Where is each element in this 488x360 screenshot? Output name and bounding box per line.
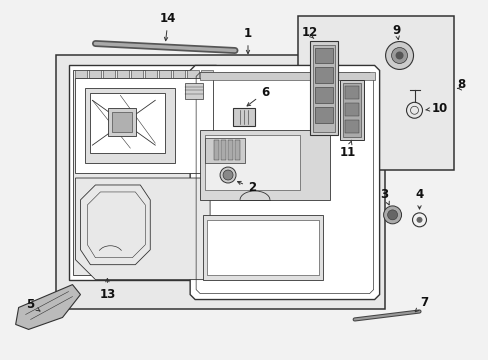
Bar bbox=[344, 86, 358, 99]
Bar bbox=[90, 93, 165, 153]
Circle shape bbox=[395, 51, 403, 59]
Text: 10: 10 bbox=[425, 102, 447, 115]
Bar bbox=[131, 71, 143, 78]
Bar bbox=[297, 15, 453, 170]
Bar bbox=[203, 215, 322, 280]
Text: 2: 2 bbox=[237, 181, 256, 194]
Text: 13: 13 bbox=[99, 279, 115, 301]
Bar bbox=[103, 71, 115, 78]
Bar bbox=[145, 71, 157, 78]
Bar bbox=[314, 67, 332, 84]
Text: 5: 5 bbox=[26, 298, 40, 311]
Circle shape bbox=[383, 206, 401, 224]
Bar bbox=[235, 140, 240, 160]
Polygon shape bbox=[190, 66, 379, 300]
Circle shape bbox=[385, 41, 413, 69]
Bar bbox=[173, 71, 185, 78]
Bar bbox=[204, 135, 299, 190]
Bar bbox=[344, 103, 358, 116]
Bar bbox=[73, 71, 211, 275]
Circle shape bbox=[387, 210, 397, 220]
Bar bbox=[314, 48, 332, 63]
Bar bbox=[314, 87, 332, 103]
Bar bbox=[201, 71, 213, 78]
Bar bbox=[344, 120, 358, 133]
Bar bbox=[187, 71, 199, 78]
Bar bbox=[312, 45, 334, 132]
Circle shape bbox=[223, 170, 233, 180]
Bar bbox=[200, 72, 374, 80]
Bar bbox=[85, 88, 175, 163]
Bar bbox=[342, 84, 360, 137]
Bar bbox=[339, 80, 363, 140]
Bar bbox=[185, 84, 203, 99]
Text: 6: 6 bbox=[246, 86, 268, 106]
Bar bbox=[204, 138, 244, 163]
Bar bbox=[159, 71, 171, 78]
Bar bbox=[200, 130, 329, 200]
Bar bbox=[75, 78, 213, 173]
Text: 11: 11 bbox=[339, 140, 355, 159]
Circle shape bbox=[416, 217, 422, 223]
Bar bbox=[108, 108, 136, 136]
Bar bbox=[227, 140, 233, 160]
Text: 14: 14 bbox=[160, 12, 176, 41]
Bar bbox=[221, 140, 225, 160]
Text: 4: 4 bbox=[414, 188, 423, 209]
Bar bbox=[233, 108, 254, 126]
Text: 7: 7 bbox=[414, 296, 427, 312]
Bar bbox=[207, 220, 318, 275]
Bar bbox=[112, 112, 132, 132]
Bar bbox=[89, 71, 101, 78]
Bar bbox=[309, 41, 337, 135]
Polygon shape bbox=[75, 178, 210, 280]
Circle shape bbox=[220, 167, 236, 183]
Bar bbox=[117, 71, 129, 78]
Bar bbox=[68, 66, 216, 280]
Bar bbox=[75, 71, 87, 78]
Text: 12: 12 bbox=[301, 26, 317, 39]
Bar bbox=[56, 55, 384, 310]
Text: 8: 8 bbox=[456, 78, 465, 91]
Circle shape bbox=[391, 48, 407, 63]
Bar bbox=[214, 140, 219, 160]
Text: 3: 3 bbox=[380, 188, 388, 205]
Text: 9: 9 bbox=[392, 23, 400, 37]
Bar bbox=[314, 107, 332, 123]
Polygon shape bbox=[16, 285, 81, 329]
Text: 1: 1 bbox=[244, 27, 251, 54]
